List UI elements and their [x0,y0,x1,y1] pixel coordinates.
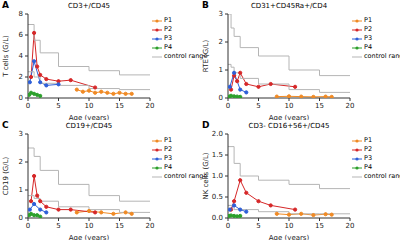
html-text:P1: P1 [364,136,373,144]
svg-text:3: 3 [19,130,23,138]
svg-text:0: 0 [26,222,30,230]
html-text:P4: P4 [164,43,173,51]
svg-text:20: 20 [146,102,155,110]
svg-text:0: 0 [26,102,30,110]
html-text:CD3- CD16+56+/CD45: CD3- CD16+56+/CD45 [248,122,330,130]
html-text:P3: P3 [364,34,373,42]
svg-text:5: 5 [256,222,260,230]
html-text:CD31+CD45Ra+/CD4: CD31+CD45Ra+/CD4 [250,2,328,10]
html-text:P4: P4 [164,163,173,171]
svg-text:10: 10 [85,222,94,230]
svg-text:0.0: 0.0 [212,214,223,222]
svg-text:RTE (G/L): RTE (G/L) [202,40,210,73]
svg-text:8: 8 [19,10,23,18]
svg-text:2: 2 [19,158,23,166]
html-text:P2: P2 [364,145,373,153]
html-text:P3: P3 [164,34,173,42]
svg-text:CD19 (G/L): CD19 (G/L) [8,156,10,195]
svg-text:15: 15 [315,102,324,110]
svg-text:2.0: 2.0 [212,130,223,138]
svg-text:15: 15 [115,102,124,110]
svg-text:0: 0 [19,214,23,222]
html-text:CD19+/CD45: CD19+/CD45 [65,122,113,130]
svg-text:1: 1 [219,66,223,74]
svg-text:15: 15 [115,222,124,230]
svg-text:3: 3 [219,10,223,18]
svg-text:10: 10 [285,102,294,110]
svg-text:2: 2 [219,38,223,46]
svg-text:0: 0 [19,94,23,102]
svg-text:Age (years): Age (years) [269,234,310,240]
html-text:control range: control range [164,172,208,180]
html-text:P4: P4 [364,163,373,171]
svg-text:T cells (G/L): T cells (G/L) [8,35,10,78]
svg-text:20: 20 [346,222,355,230]
html-text:P2: P2 [164,25,173,33]
svg-text:Age (years): Age (years) [269,114,310,120]
svg-text:1: 1 [19,186,23,194]
svg-text:10: 10 [285,222,294,230]
html-text:P4: P4 [364,43,373,51]
html-text:P1: P1 [364,16,373,24]
svg-text:0: 0 [226,102,230,110]
html-text:P3: P3 [364,154,373,162]
svg-text:1.5: 1.5 [212,151,223,159]
svg-text:5: 5 [56,222,60,230]
html-text:C: C [2,120,9,130]
svg-text:0: 0 [219,94,223,102]
svg-text:6: 6 [19,31,24,39]
svg-text:0.5: 0.5 [212,193,223,201]
svg-text:Age (years): Age (years) [69,114,110,120]
svg-text:15: 15 [315,222,324,230]
svg-text:5: 5 [256,102,260,110]
svg-text:2: 2 [19,73,23,81]
svg-text:20: 20 [346,102,355,110]
html-text:control range: control range [164,52,208,60]
html-text:P2: P2 [364,25,373,33]
svg-text:Age (years): Age (years) [69,234,110,240]
html-text:B: B [202,0,209,10]
html-text:P1: P1 [164,16,173,24]
html-text:CD3+/CD45: CD3+/CD45 [67,2,111,10]
svg-text:NK cells (G/L): NK cells (G/L) [202,152,210,199]
html-text:P2: P2 [164,145,173,153]
html-text:A: A [2,0,9,10]
svg-text:5: 5 [56,102,60,110]
svg-text:4: 4 [19,52,24,60]
svg-text:10: 10 [85,102,94,110]
svg-text:20: 20 [146,222,155,230]
svg-text:1.0: 1.0 [212,172,223,180]
svg-text:0: 0 [226,222,230,230]
html-text:P1: P1 [164,136,173,144]
html-text:D: D [202,120,210,130]
html-text:P3: P3 [164,154,173,162]
